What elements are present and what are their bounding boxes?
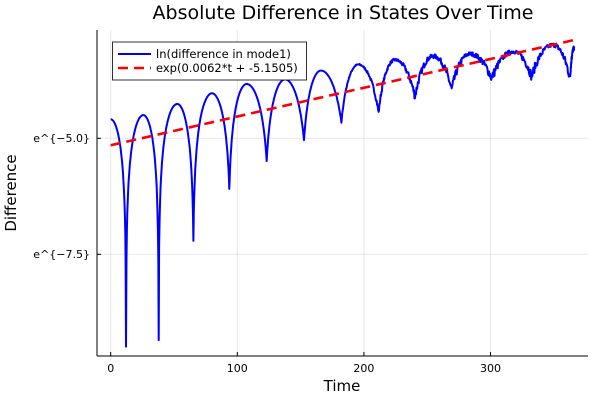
legend-label-fit: exp(0.0062*t + -5.1505) bbox=[156, 61, 298, 75]
ticks: 0 100 200 300 e^{−5.0} e^{−7.5} bbox=[33, 132, 501, 375]
legend: ln(difference in mode1) exp(0.0062*t + -… bbox=[112, 41, 307, 81]
y-tick-label-0: e^{−5.0} bbox=[33, 132, 90, 145]
grid bbox=[97, 30, 588, 356]
tick-marks bbox=[97, 137, 491, 356]
x-tick-label-2: 200 bbox=[353, 362, 374, 375]
x-axis-label: Time bbox=[323, 377, 361, 395]
y-tick-label-1: e^{−7.5} bbox=[33, 248, 90, 261]
chart-title: Absolute Difference in States Over Time bbox=[153, 2, 534, 24]
x-tick-label-0: 0 bbox=[107, 362, 114, 375]
legend-box bbox=[112, 41, 307, 81]
series-line-mode1 bbox=[110, 42, 576, 348]
y-axis-label: Difference bbox=[2, 154, 20, 231]
x-tick-label-1: 100 bbox=[227, 362, 248, 375]
x-tick-label-3: 300 bbox=[480, 362, 501, 375]
legend-label-mode1: ln(difference in mode1) bbox=[156, 47, 291, 61]
